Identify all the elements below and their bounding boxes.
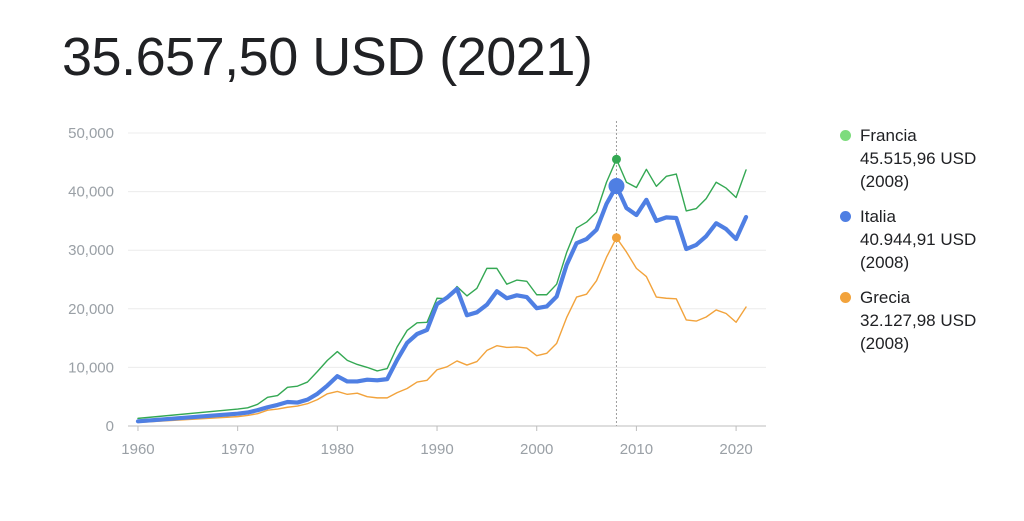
legend-year: (2008): [860, 172, 910, 191]
y-tick-label: 20,000: [68, 301, 114, 318]
series-line-francia: [137, 158, 747, 420]
highlight-markers: [608, 154, 625, 243]
legend-label: Italia: [860, 207, 896, 226]
y-tick-label: 40,000: [68, 184, 114, 201]
series-line-grecia: [137, 237, 747, 424]
legend-item-francia[interactable]: Francia 45.515,96 USD (2008): [840, 124, 1020, 193]
y-tick-label: 0: [106, 418, 114, 435]
x-tick-label: 1980: [321, 441, 354, 458]
legend-value: 32.127,98 USD: [860, 311, 977, 330]
legend-dot-francia: [840, 130, 851, 141]
legend-dot-italia: [840, 211, 851, 222]
x-tick-label: 2020: [719, 441, 752, 458]
x-tick-label: 2010: [620, 441, 653, 458]
highlight-dot-francia: [611, 154, 621, 164]
y-tick-label: 30,000: [68, 242, 114, 259]
x-tick-label: 1960: [121, 441, 154, 458]
axis-labels: 0 10,000 20,000 30,000 40,000 50,000 1960 1970 1…: [68, 125, 753, 458]
legend: Francia 45.515,96 USD (2008) Italia 40.9…: [840, 124, 1020, 367]
x-tick-label: 1990: [420, 441, 453, 458]
y-tick-label: 10,000: [68, 359, 114, 376]
x-tick-label: 2000: [520, 441, 553, 458]
grid: [128, 132, 766, 431]
legend-value: 45.515,96 USD: [860, 149, 977, 168]
legend-value: 40.944,91 USD: [860, 230, 977, 249]
highlight-dot-grecia: [611, 233, 621, 243]
page-title: 35.657,50 USD (2021): [62, 27, 593, 87]
legend-label: Grecia: [860, 288, 911, 307]
legend-dot-grecia: [840, 292, 851, 303]
legend-year: (2008): [860, 253, 910, 272]
legend-item-grecia[interactable]: Grecia 32.127,98 USD (2008): [840, 286, 1020, 355]
legend-year: (2008): [860, 334, 910, 353]
x-tick-label: 1970: [221, 441, 254, 458]
highlight-dot-italia: [608, 178, 625, 195]
legend-label: Francia: [860, 126, 917, 145]
legend-item-italia[interactable]: Italia 40.944,91 USD (2008): [840, 205, 1020, 274]
y-tick-label: 50,000: [68, 125, 114, 142]
series-line-italia: [135, 183, 749, 424]
series-lines[interactable]: [135, 158, 749, 424]
